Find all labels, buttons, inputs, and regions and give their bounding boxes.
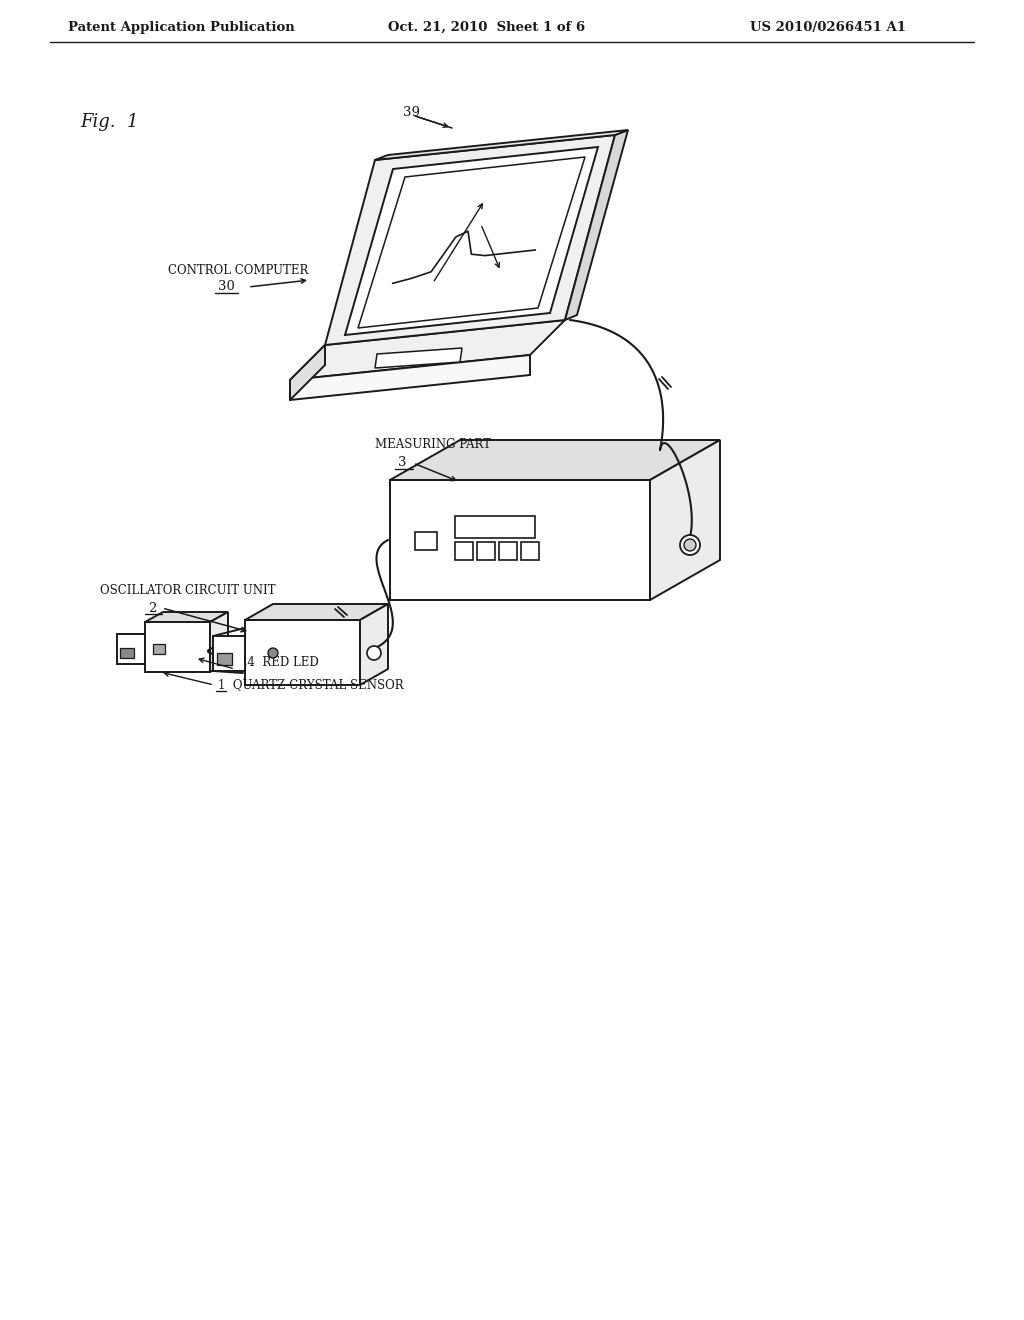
Polygon shape (145, 612, 228, 622)
Text: Patent Application Publication: Patent Application Publication (68, 21, 295, 33)
Polygon shape (565, 129, 628, 319)
Text: 39: 39 (403, 107, 420, 120)
Polygon shape (245, 605, 388, 620)
Text: 3: 3 (398, 457, 407, 470)
Text: 1  QUARTZ-CRYSTAL SENSOR: 1 QUARTZ-CRYSTAL SENSOR (218, 678, 403, 692)
Text: 30: 30 (218, 281, 234, 293)
Circle shape (680, 535, 700, 554)
Text: Fig.  1: Fig. 1 (80, 114, 138, 131)
Bar (153, 644, 165, 653)
Polygon shape (145, 622, 210, 672)
Polygon shape (213, 636, 245, 671)
Polygon shape (390, 440, 720, 480)
Text: MEASURING PART: MEASURING PART (375, 438, 490, 451)
Bar (521, 543, 539, 560)
Text: 2: 2 (148, 602, 157, 615)
Polygon shape (345, 147, 598, 335)
Text: OSCILLATOR CIRCUIT UNIT: OSCILLATOR CIRCUIT UNIT (100, 583, 275, 597)
Circle shape (684, 539, 696, 550)
Polygon shape (358, 157, 585, 327)
Polygon shape (210, 612, 228, 672)
Circle shape (268, 648, 278, 657)
Polygon shape (360, 605, 388, 685)
Polygon shape (390, 480, 650, 601)
Text: 24  RED LED: 24 RED LED (240, 656, 318, 668)
Polygon shape (650, 440, 720, 601)
Bar (415, 532, 437, 550)
Polygon shape (290, 355, 530, 400)
Polygon shape (375, 129, 628, 160)
Bar (455, 543, 473, 560)
Bar (120, 648, 134, 657)
Polygon shape (290, 345, 325, 400)
Text: CONTROL COMPUTER: CONTROL COMPUTER (168, 264, 308, 276)
Bar (455, 516, 535, 539)
Circle shape (367, 645, 381, 660)
Polygon shape (245, 620, 360, 685)
Bar (217, 653, 232, 665)
Text: Oct. 21, 2010  Sheet 1 of 6: Oct. 21, 2010 Sheet 1 of 6 (388, 21, 585, 33)
Bar (499, 543, 517, 560)
Bar (477, 543, 495, 560)
Text: US 2010/0266451 A1: US 2010/0266451 A1 (750, 21, 906, 33)
Polygon shape (375, 348, 462, 368)
Polygon shape (117, 634, 145, 664)
Polygon shape (290, 319, 565, 380)
Polygon shape (325, 135, 615, 345)
